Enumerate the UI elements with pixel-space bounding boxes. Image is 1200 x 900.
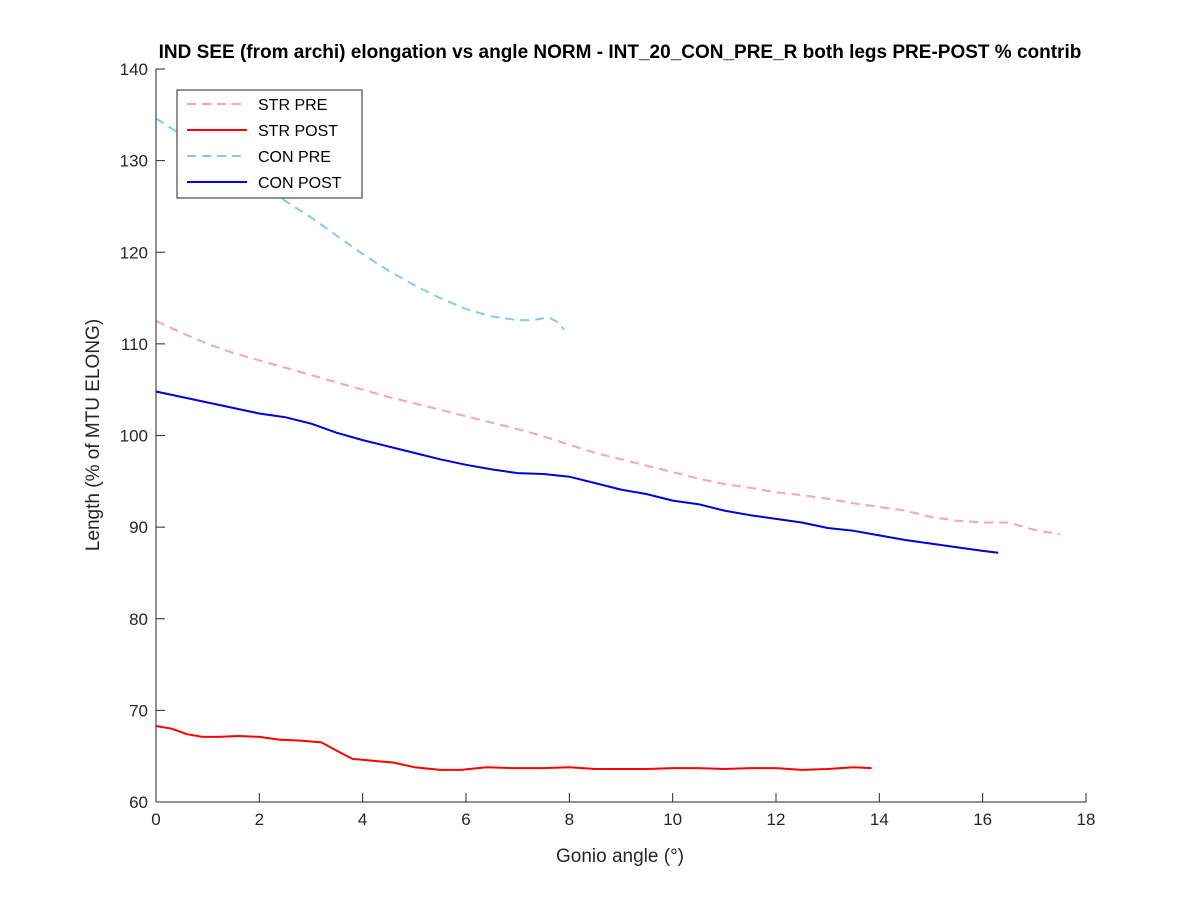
chart-title: IND SEE (from archi) elongation vs angle… xyxy=(159,42,1082,63)
legend-label-str-pre: STR PRE xyxy=(258,97,327,114)
axes: 0 2 4 6 8 10 12 14 16 18 60 70 80 90 100 110 120 130 140 xyxy=(120,60,1096,829)
y-tick-label: 70 xyxy=(129,701,148,720)
x-tick-label: 4 xyxy=(358,810,367,829)
y-ticks: 60 70 80 90 100 110 120 130 140 xyxy=(120,60,165,812)
y-tick-label: 140 xyxy=(120,60,148,79)
series-line-str-pre xyxy=(155,320,1061,536)
y-tick-label: 130 xyxy=(120,152,148,171)
y-tick-label: 120 xyxy=(120,243,148,262)
x-tick-label: 6 xyxy=(461,810,470,829)
y-tick-label: 90 xyxy=(129,518,148,537)
y-tick-label: 60 xyxy=(129,793,148,812)
x-tick-label: 18 xyxy=(1077,810,1096,829)
legend-box xyxy=(176,89,363,199)
y-tick-label: 110 xyxy=(121,335,148,354)
y-tick-label: 80 xyxy=(129,610,148,629)
legend-label-str-post: STR POST xyxy=(258,123,338,140)
x-tick-label: 0 xyxy=(151,810,160,829)
y-tick-label: 100 xyxy=(120,427,148,446)
x-tick-label: 16 xyxy=(973,810,992,829)
series-line-str-post xyxy=(155,725,872,771)
y-axis-label: Length (% of MTU ELONG) xyxy=(83,319,104,551)
legend: STR PRE STR POST CON PRE CON POST xyxy=(176,89,363,199)
legend-label-con-post: CON POST xyxy=(258,175,342,192)
x-tick-label: 2 xyxy=(255,810,264,829)
x-ticks: 0 2 4 6 8 10 12 14 16 18 xyxy=(151,793,1095,829)
x-tick-label: 14 xyxy=(870,810,889,829)
series-line-con-post xyxy=(155,390,999,554)
x-tick-label: 10 xyxy=(663,810,682,829)
legend-items: STR PRE STR POST CON PRE CON POST xyxy=(187,97,342,192)
legend-label-con-pre: CON PRE xyxy=(258,149,331,166)
x-tick-label: 12 xyxy=(767,810,786,829)
x-axis-label: Gonio angle (°) xyxy=(556,846,684,867)
x-tick-label: 8 xyxy=(565,810,574,829)
